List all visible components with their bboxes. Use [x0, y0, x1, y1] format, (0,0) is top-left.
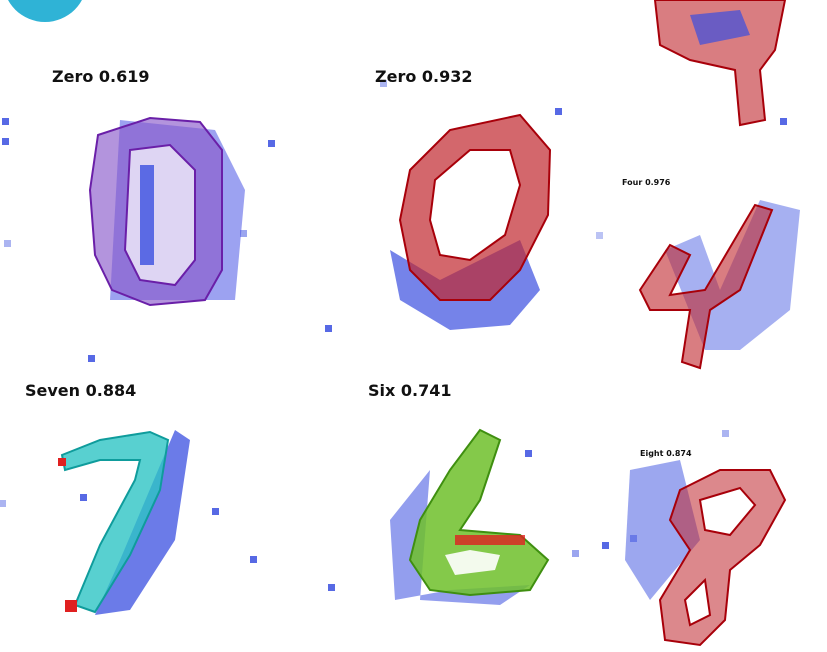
panel-label: Zero 0.932	[375, 67, 473, 86]
digit-zero-1	[90, 118, 245, 305]
panel-label: Seven 0.884	[25, 381, 136, 400]
panel-label: Eight 0.874	[640, 449, 692, 458]
panel-label: Six 0.741	[368, 381, 452, 400]
panel-label: Four 0.976	[622, 178, 671, 187]
panel-label: Zero 0.619	[52, 67, 150, 86]
figure: Zero 0.619 Zero 0.932 Four 0.976 Seven 0…	[0, 0, 827, 652]
